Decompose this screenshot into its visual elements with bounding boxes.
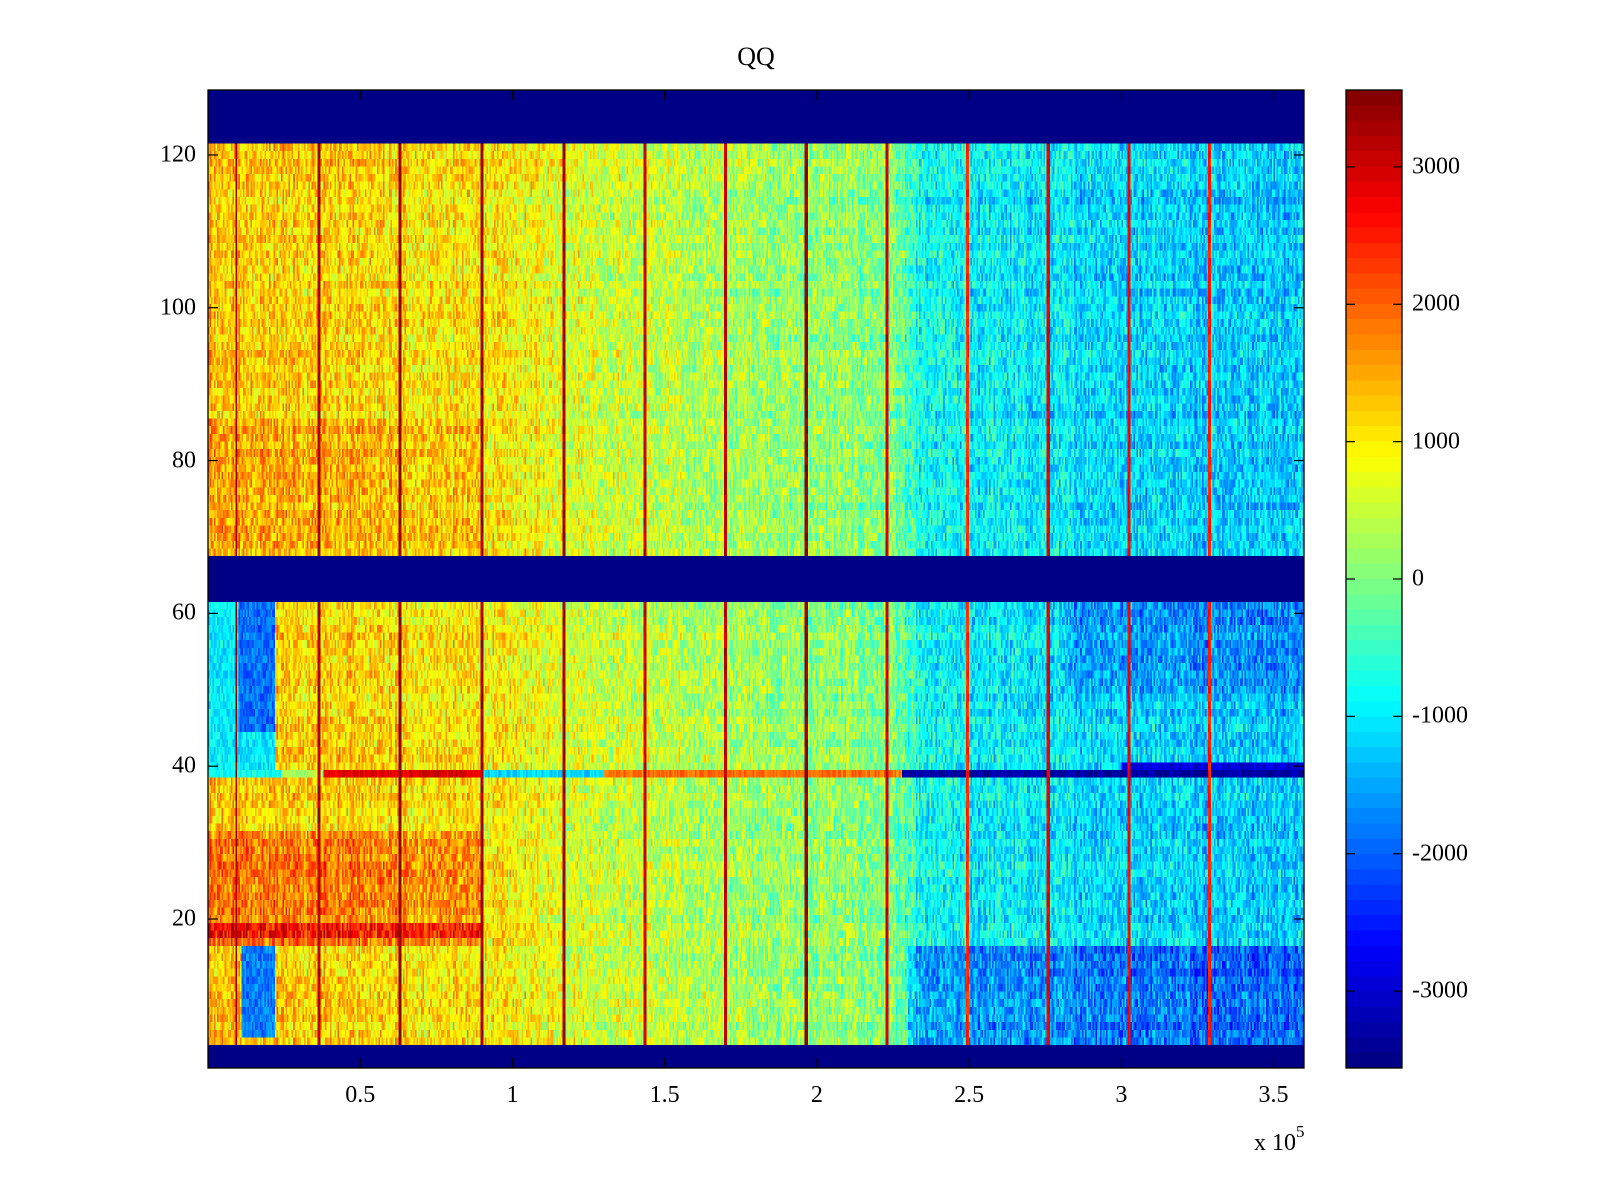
y-tick-label: 20 [172,905,196,932]
y-tick-label: 120 [160,141,196,168]
y-tick-label: 100 [160,294,196,321]
colorbar-tick-label: 2000 [1412,290,1460,317]
x-tick-label: 2 [810,1082,823,1108]
x-tick-label: 1 [506,1082,519,1108]
colorbar-tick-label: -1000 [1412,702,1468,729]
colorbar-tick-label: 0 [1412,565,1424,592]
colorbar [1346,90,1402,1068]
colorbar-tick-label: -3000 [1412,977,1468,1004]
x-tick-label: 0.5 [345,1082,376,1108]
y-tick-label: 40 [172,752,196,779]
x-multiplier-exponent: 5 [1296,1122,1305,1141]
x-tick-label: 1.5 [649,1082,680,1108]
y-tick-label: 80 [172,447,196,474]
heatmap-plot-area [208,90,1304,1068]
x-tick-label: 3 [1115,1082,1128,1108]
chart-title: QQ [737,42,775,71]
heatmap-image [208,90,1304,1068]
colorbar-tick-label: 3000 [1412,153,1460,180]
x-tick-label: 3.5 [1258,1082,1289,1108]
x-multiplier-base: x 10 [1254,1130,1296,1156]
x-tick-label: 2.5 [954,1082,985,1108]
y-tick-label: 60 [172,599,196,626]
colorbar-tick-label: 1000 [1412,428,1460,455]
x-axis-multiplier: x 105 [1254,1122,1305,1157]
colorbar-tick-label: -2000 [1412,840,1468,867]
